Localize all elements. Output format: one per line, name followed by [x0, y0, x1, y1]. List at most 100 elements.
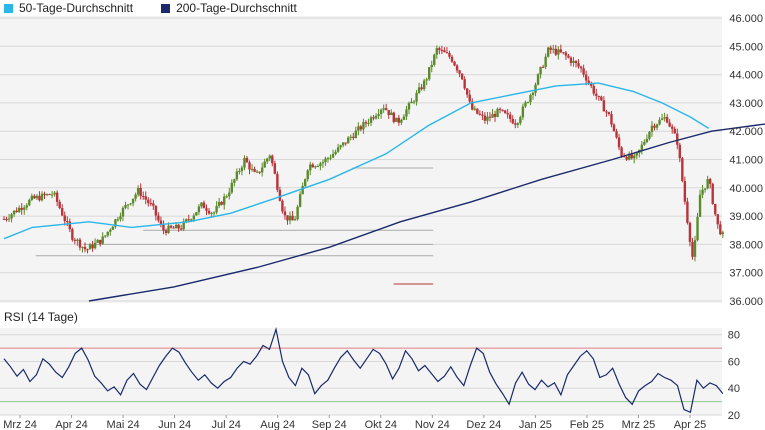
candle-body [38, 195, 41, 201]
legend-label-ma200: 200-Tage-Durchschnitt [176, 1, 297, 15]
candle-body [126, 204, 130, 206]
x-tick-label: Nov 24 [415, 419, 450, 430]
candle-body [592, 85, 595, 94]
candle-body [372, 117, 375, 119]
x-axis: Mrz 24 Apr 24 Mai 24 Jun 24 Jul 24 Aug 24 Sep … [3, 415, 706, 430]
candle-body [149, 203, 153, 205]
candle-body [354, 130, 358, 139]
candle-body [387, 110, 390, 116]
candle-body [648, 131, 651, 139]
legend-item-ma50[interactable]: 50-Tage-Durchschnitt [4, 1, 133, 15]
rsi-polyline [3, 326, 724, 414]
candle-body [210, 213, 213, 215]
candle-body [349, 136, 352, 138]
candle-body [187, 219, 190, 221]
candle-body [658, 119, 661, 125]
x-tick-label: Okt 24 [365, 419, 397, 430]
candle-body [600, 96, 603, 101]
candle-body [48, 194, 51, 196]
candle-body [417, 87, 421, 93]
candle-body [693, 240, 697, 257]
candle-body [30, 195, 34, 200]
candle-body [422, 80, 426, 90]
candle-body [453, 61, 456, 66]
candle-body [382, 108, 385, 110]
candle-body [136, 187, 140, 195]
candle-body [53, 192, 56, 195]
candle-body [169, 225, 173, 228]
candle-body [665, 117, 669, 123]
candle-body [212, 212, 216, 214]
candle-body [448, 52, 451, 57]
candle-body [369, 117, 373, 123]
candle-body [23, 207, 26, 210]
ma50-line [3, 82, 710, 240]
candle-body [541, 66, 545, 68]
candle-body [721, 232, 725, 235]
candle-body [359, 126, 363, 130]
legend-swatch-ma200 [161, 3, 171, 13]
price-tick-label: 41.000 [729, 155, 763, 167]
candle-body [278, 189, 282, 201]
candle-body [428, 67, 431, 80]
x-tick-label: Mrz 25 [622, 419, 656, 430]
candle-body [476, 108, 479, 114]
candle-body [455, 65, 459, 71]
candle-body [435, 48, 439, 55]
price-tick-label: 40.000 [729, 183, 763, 195]
candle-body [635, 153, 638, 156]
candle-body [114, 219, 117, 227]
candle-body [5, 219, 8, 221]
rsi-title: RSI (14 Tage) [4, 310, 78, 324]
candle-body [352, 136, 355, 139]
candle-body [273, 163, 277, 174]
candle-body [438, 48, 441, 51]
candle-body [440, 50, 444, 52]
candle-body [577, 63, 580, 67]
candle-body [7, 218, 11, 220]
candle-body [698, 194, 702, 217]
candle-body [633, 155, 636, 159]
candle-body [554, 48, 557, 55]
candle-body [559, 49, 563, 53]
candle-body [73, 239, 77, 241]
candle-body [286, 215, 289, 221]
candle-body [377, 114, 380, 116]
candle-body [564, 52, 568, 56]
candle-body [68, 221, 72, 230]
price-tick-label: 37.000 [729, 268, 763, 280]
candle-body [35, 195, 39, 199]
x-tick-label: Sep 24 [312, 419, 347, 430]
candle-body [17, 207, 21, 213]
x-tick-label: Jun 24 [158, 419, 191, 430]
candle-body [471, 101, 474, 110]
rsi-tick-label: 20 [728, 410, 740, 422]
candle-body [671, 126, 674, 129]
candle-body [266, 158, 269, 162]
candle-body [341, 142, 345, 146]
candle-body [268, 155, 271, 159]
candle-body [220, 201, 223, 205]
candle-body [688, 222, 692, 242]
x-tick-label: Jul 24 [211, 419, 240, 430]
candle-body [250, 168, 254, 170]
candle-body [238, 171, 241, 173]
candle-body [714, 203, 717, 215]
candle-body [157, 215, 160, 221]
candle-body [683, 181, 687, 202]
candle-body [357, 126, 360, 131]
legend-item-ma200[interactable]: 200-Tage-Durchschnitt [161, 1, 297, 15]
rsi-panel-background [0, 328, 722, 415]
candle-body [253, 168, 256, 172]
candle-body [306, 170, 309, 180]
price-y-axis: 36.000 37.000 38.000 39.000 40.000 41.000 42.0… [729, 13, 763, 308]
chart-legend: 50-Tage-Durchschnitt 200-Tage-Durchschni… [4, 1, 297, 15]
candle-body [701, 189, 704, 195]
candle-body [235, 171, 239, 180]
candle-body [139, 187, 142, 197]
candle-body [534, 84, 537, 93]
candle-body [681, 158, 684, 182]
candle-body [86, 249, 89, 251]
x-tick-label: Feb 25 [570, 419, 604, 430]
